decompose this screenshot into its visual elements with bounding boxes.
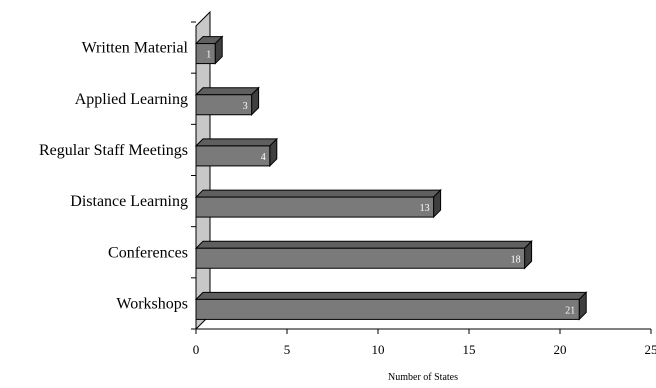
- data-label-workshops: 21: [565, 305, 575, 316]
- bar-top-applied-learning: [196, 88, 259, 95]
- x-tick-label: 10: [372, 342, 385, 357]
- category-label-written-material: Written Material: [82, 40, 189, 57]
- bar-conferences: [196, 248, 525, 268]
- data-label-distance-learning: 13: [420, 203, 430, 214]
- category-label-applied-learning: Applied Learning: [75, 91, 188, 108]
- category-label-distance-learning: Distance Learning: [70, 193, 188, 210]
- bar-workshops: [196, 299, 579, 319]
- x-axis-title: Number of States: [388, 372, 458, 383]
- x-tick-label: 0: [193, 342, 200, 357]
- x-tick-label: 25: [645, 342, 656, 357]
- x-tick-label: 15: [463, 342, 476, 357]
- category-label-conferences: Conferences: [108, 244, 188, 261]
- x-tick-label: 20: [554, 342, 567, 357]
- data-label-conferences: 18: [511, 254, 521, 265]
- bar-top-workshops: [196, 292, 586, 299]
- x-tick-label: 5: [284, 342, 291, 357]
- bar-top-distance-learning: [196, 190, 441, 197]
- category-label-regular-staff-meetings: Regular Staff Meetings: [39, 142, 188, 159]
- bar-top-regular-staff-meetings: [196, 139, 277, 146]
- category-label-workshops: Workshops: [116, 295, 188, 312]
- bar-top-conferences: [196, 241, 532, 248]
- bar-distance-learning: [196, 197, 434, 217]
- data-label-applied-learning: 3: [243, 101, 248, 112]
- bar-regular-staff-meetings: [196, 146, 270, 166]
- data-label-regular-staff-meetings: 4: [261, 152, 266, 163]
- data-label-written-material: 1: [206, 50, 211, 61]
